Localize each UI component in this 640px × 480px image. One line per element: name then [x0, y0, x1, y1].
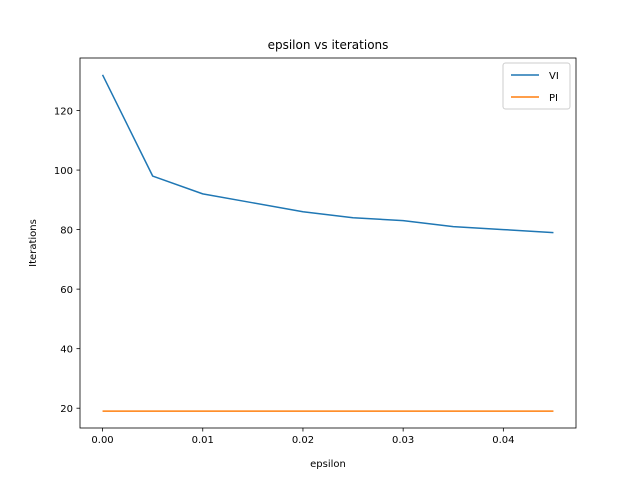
x-axis-label: epsilon [310, 459, 346, 470]
y-tick-label: 40 [60, 345, 73, 356]
legend-label-vi: VI [549, 71, 559, 82]
x-tick-label: 0.02 [292, 435, 314, 446]
y-tick-label: 80 [60, 226, 73, 237]
legend: VI PI [502, 62, 571, 110]
axes-frame [79, 57, 577, 429]
y-tick-label: 120 [54, 107, 73, 118]
series-line-vi [101, 74, 554, 234]
y-tick-label: 20 [60, 404, 73, 415]
plot-area [101, 74, 554, 412]
x-axis: 0.00 0.01 0.02 0.03 0.04 [91, 428, 514, 446]
x-tick-label: 0.04 [492, 435, 514, 446]
y-tick-label: 60 [60, 285, 73, 296]
y-axis-label: Iterations [28, 219, 39, 267]
legend-box [502, 62, 571, 110]
x-tick-label: 0.00 [91, 435, 113, 446]
x-tick-label: 0.03 [392, 435, 414, 446]
y-tick-label: 100 [54, 166, 73, 177]
chart-title: epsilon vs iterations [268, 38, 389, 52]
legend-label-pi: PI [549, 93, 558, 104]
y-axis: 20 40 60 80 100 120 [54, 107, 80, 415]
x-tick-label: 0.01 [192, 435, 214, 446]
